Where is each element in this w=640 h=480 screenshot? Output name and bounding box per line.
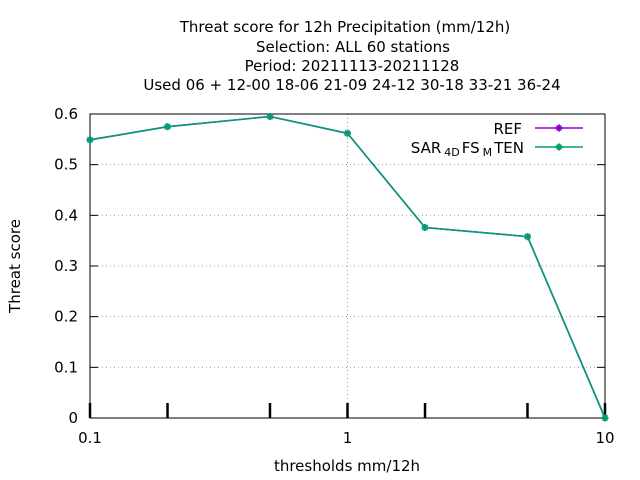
title-line-2: Selection: ALL 60 stations	[256, 38, 450, 56]
series-1-point	[421, 223, 429, 231]
marker-stroke	[421, 224, 429, 231]
marker-stroke	[601, 414, 609, 422]
series-layer	[86, 113, 609, 422]
series-1-point	[86, 136, 94, 144]
x-tick-label: 10	[595, 429, 614, 447]
marker-stroke	[86, 136, 94, 143]
y-tick-label: 0.6	[54, 105, 78, 123]
series-0-line	[89, 115, 606, 419]
chart-title: Threat score for 12h Precipitation (mm/1…	[143, 18, 560, 94]
axes: 00.10.20.30.40.50.60.1 1 10	[54, 105, 614, 447]
marker-stroke	[555, 124, 563, 132]
marker-stroke	[164, 123, 171, 130]
x-axis-label: thresholds mm/12h	[274, 457, 420, 475]
y-tick-label: 0.2	[54, 308, 78, 326]
series-1-point	[344, 129, 351, 137]
title-line-3: Period: 20211113-20211128	[245, 57, 460, 75]
grid	[90, 114, 605, 418]
legend-marker-1	[555, 143, 563, 151]
plot-frame	[89, 113, 606, 419]
marker-stroke	[266, 113, 274, 120]
series-1-point	[523, 233, 531, 241]
series-1-line	[89, 115, 606, 419]
marker-stroke	[344, 130, 351, 137]
x-tick-label: 1	[343, 429, 353, 447]
series-1-point	[601, 414, 609, 422]
marker-stroke	[524, 233, 531, 240]
marker-stroke	[555, 143, 563, 151]
series-1-point	[266, 113, 274, 121]
series-1-point	[164, 123, 172, 131]
y-tick-label: 0.1	[54, 358, 78, 376]
legend-label-1: SAR 4D FS M TEN	[411, 139, 524, 159]
y-axis-label: Threat score	[6, 219, 24, 314]
x-tick-label: 0.1	[78, 429, 102, 447]
legend-label-0: REF	[493, 120, 522, 138]
title-line-4: Used 06 + 12-00 18-06 21-09 24-12 30-18 …	[143, 76, 560, 94]
y-tick-label: 0.4	[54, 206, 78, 224]
y-tick-label: 0.3	[54, 257, 78, 275]
title-line-1: Threat score for 12h Precipitation (mm/1…	[179, 18, 511, 36]
legend-marker-0	[555, 124, 563, 132]
y-tick-label: 0	[68, 409, 78, 427]
y-tick-label: 0.5	[54, 156, 78, 174]
